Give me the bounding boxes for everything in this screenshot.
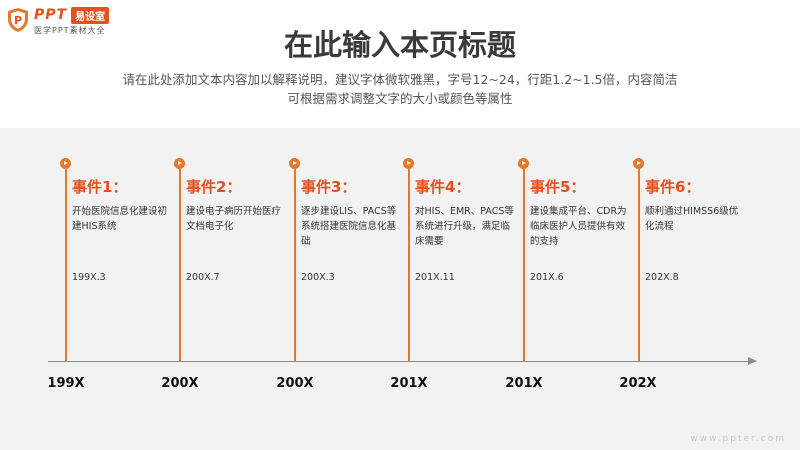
logo-subtitle: 医学PPT素材大全	[34, 26, 106, 35]
timeline-axis	[48, 361, 750, 362]
event-title: 事件3：	[301, 178, 357, 196]
subtitle-line-2: 可根据需求调整文字的大小或颜色等属性	[287, 91, 513, 106]
event-description: 建设电子病历开始医疗文档电子化	[186, 206, 282, 232]
axis-arrow-icon	[748, 357, 757, 365]
logo-ppt-text: PPT	[34, 7, 68, 23]
page-title: 在此输入本页标题	[283, 28, 516, 62]
event-connector-line	[408, 169, 410, 362]
event-connector-line	[179, 169, 181, 362]
play-marker-icon	[518, 158, 529, 169]
event-title: 事件2：	[186, 178, 242, 196]
event-date: 199X.3	[72, 272, 106, 283]
event-date: 201X.11	[415, 272, 455, 283]
year-label-1: 199X	[47, 376, 85, 391]
timeline-event-1: 事件1： 开始医院信息化建设初建HIS系统 199X.3	[60, 158, 174, 362]
timeline-event-2: 事件2： 建设电子病历开始医疗文档电子化 200X.7	[174, 158, 288, 362]
year-label-2: 200X	[161, 376, 199, 391]
event-date: 201X.6	[530, 272, 564, 283]
play-marker-icon	[289, 158, 300, 169]
year-label-4: 201X	[390, 376, 428, 391]
play-marker-icon	[60, 158, 71, 169]
subtitle-line-1: 请在此处添加文本内容加以解释说明，建议字体微软雅黑，字号12~24，行距1.2~…	[122, 72, 678, 87]
event-title: 事件6：	[645, 178, 701, 196]
event-title: 事件5：	[530, 178, 586, 196]
event-title: 事件1：	[72, 178, 128, 196]
timeline-event-6: 事件6： 顺利通过HIMSS6级优化流程 202X.8	[633, 158, 747, 362]
event-date: 200X.7	[186, 272, 220, 283]
logo-tag: 易设室	[71, 6, 110, 24]
event-description: 顺利通过HIMSS6级优化流程	[645, 206, 739, 232]
year-label-3: 200X	[276, 376, 314, 391]
timeline-event-5: 事件5： 建设集成平台、CDR为临床医护人员提供有效的支持 201X.6	[518, 158, 632, 362]
event-date: 200X.3	[301, 272, 335, 283]
play-marker-icon	[403, 158, 414, 169]
event-connector-line	[523, 169, 525, 362]
timeline-event-4: 事件4： 对HIS、EMR、PACS等系统进行升级，满足临床需要 201X.11	[403, 158, 517, 362]
event-description: 对HIS、EMR、PACS等系统进行升级，满足临床需要	[415, 206, 514, 247]
timeline-event-3: 事件3： 逐步建设LIS、PACS等系统搭建医院信息化基础 200X.3	[289, 158, 403, 362]
event-connector-line	[65, 169, 67, 362]
event-description: 建设集成平台、CDR为临床医护人员提供有效的支持	[530, 206, 627, 247]
event-description: 开始医院信息化建设初建HIS系统	[72, 206, 168, 232]
page-subtitle: 请在此处添加文本内容加以解释说明，建议字体微软雅黑，字号12~24，行距1.2~…	[100, 70, 700, 108]
shield-logo-icon: P	[8, 8, 28, 32]
play-marker-icon	[174, 158, 185, 169]
play-marker-icon	[633, 158, 644, 169]
event-connector-line	[638, 169, 640, 362]
svg-text:P: P	[14, 14, 22, 27]
event-date: 202X.8	[645, 272, 679, 283]
event-connector-line	[294, 169, 296, 362]
year-label-6: 202X	[619, 376, 657, 391]
event-title: 事件4：	[415, 178, 471, 196]
timeline-background	[0, 128, 800, 450]
year-label-5: 201X	[505, 376, 543, 391]
event-description: 逐步建设LIS、PACS等系统搭建医院信息化基础	[301, 206, 397, 247]
logo: P PPT 易设室 医学PPT素材大全	[8, 6, 148, 38]
watermark: www.ppter.com	[690, 434, 786, 444]
